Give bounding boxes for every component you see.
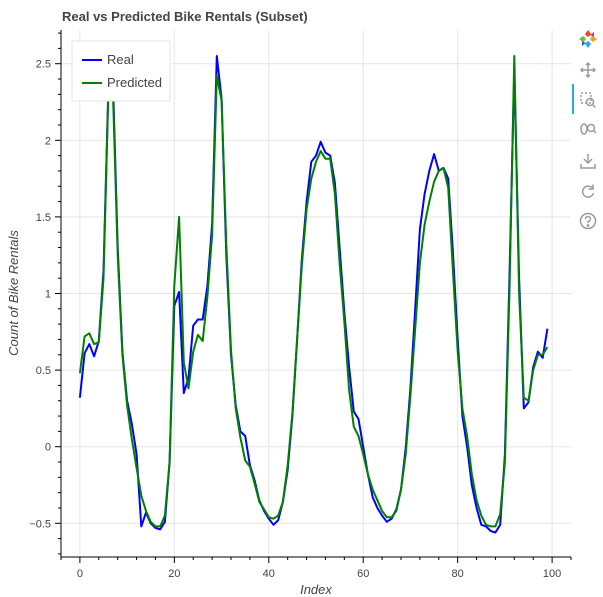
y-tick-label: 2.5 xyxy=(36,59,51,71)
pan-icon[interactable] xyxy=(578,60,598,80)
y-tick-label: −0.5 xyxy=(29,518,51,530)
legend-box xyxy=(71,40,171,102)
grid xyxy=(61,30,571,557)
help-icon[interactable] xyxy=(578,211,598,231)
legend-label-real[interactable]: Real xyxy=(107,52,134,67)
ticks: 0 20 40 60 80 100 −0.5 0 0.5 1 1.5 2 2.5 xyxy=(29,32,572,580)
reset-icon[interactable] xyxy=(578,181,598,201)
legend[interactable]: Real Predicted xyxy=(71,40,171,102)
bokeh-logo-icon[interactable] xyxy=(578,29,598,49)
box-zoom-icon[interactable] xyxy=(578,90,598,110)
x-tick-label: 0 xyxy=(77,568,83,580)
chart-canvas[interactable]: 0 20 40 60 80 100 −0.5 0 0.5 1 1.5 2 2.5 Index Count… xyxy=(0,0,572,597)
x-tick-label: 20 xyxy=(168,568,180,580)
y-tick-label: 2 xyxy=(45,135,51,147)
save-icon[interactable] xyxy=(578,151,598,171)
x-tick-label: 100 xyxy=(543,568,561,580)
y-tick-label: 1 xyxy=(45,289,51,301)
y-tick-label: 0 xyxy=(45,442,51,454)
series-line-real[interactable] xyxy=(78,55,549,534)
x-tick-label: 40 xyxy=(263,568,275,580)
chart-toolbar xyxy=(572,26,603,597)
x-tick-label: 80 xyxy=(452,568,464,580)
x-axis-label: Index xyxy=(300,582,332,597)
series-line-predicted[interactable] xyxy=(78,55,549,528)
x-tick-label: 60 xyxy=(357,568,369,580)
series xyxy=(78,55,549,534)
legend-label-predicted[interactable]: Predicted xyxy=(107,75,162,90)
chart-title: Real vs Predicted Bike Rentals (Subset) xyxy=(62,9,308,24)
active-tool-indicator xyxy=(572,84,574,114)
y-tick-label: 0.5 xyxy=(36,365,51,377)
y-tick-label: 1.5 xyxy=(36,212,51,224)
y-axis-label: Count of Bike Rentals xyxy=(6,230,21,356)
wheel-zoom-icon[interactable] xyxy=(578,120,598,140)
